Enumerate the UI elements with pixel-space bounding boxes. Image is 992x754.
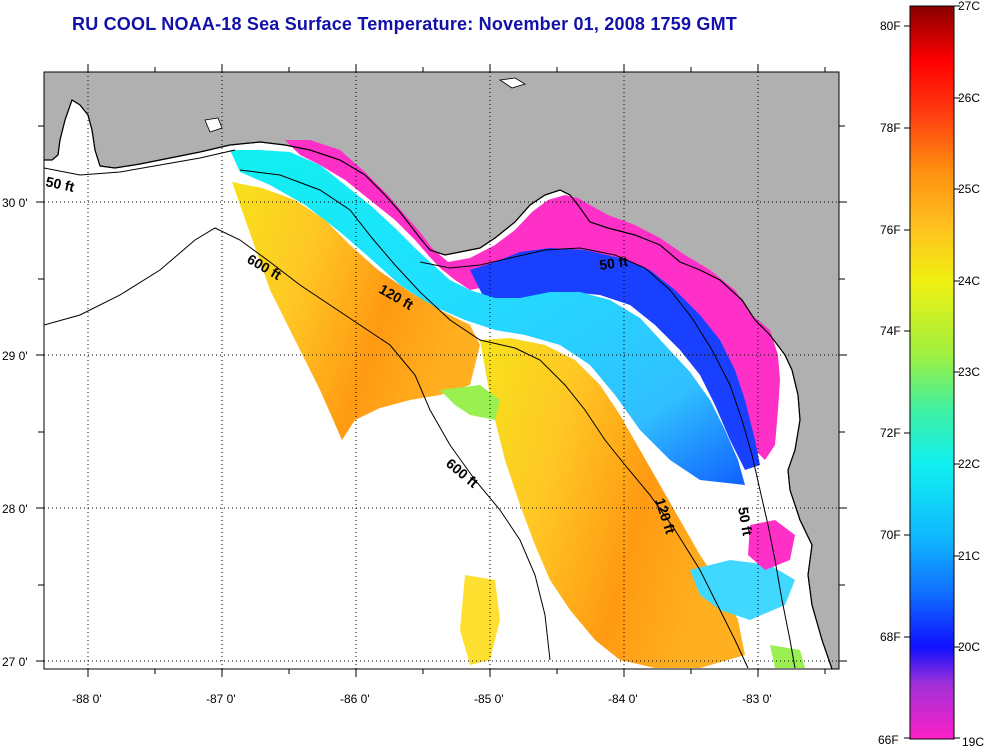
contour-label: 50 ft — [44, 173, 76, 195]
contour-50ft-east — [419, 247, 796, 669]
lon-tick-label: -86 0' — [340, 692, 370, 706]
sst-fringe — [460, 575, 500, 665]
lon-tick-label: -87 0' — [206, 692, 236, 706]
colorbar-c-label: 19C — [962, 735, 984, 749]
colorbar-c-label: 23C — [958, 365, 980, 379]
lat-tick-label: 30 0' — [2, 196, 28, 210]
lat-lon-grid — [44, 72, 839, 669]
sst-cold-band — [285, 140, 780, 460]
colorbar-ticks — [904, 5, 960, 739]
colorbar-c-label: 24C — [958, 274, 980, 288]
colorbar-f-label: 70F — [880, 528, 901, 542]
map-frame — [43, 71, 840, 670]
colorbar-c-label: 26C — [958, 91, 980, 105]
colorbar-f-label: 78F — [880, 121, 901, 135]
lake — [498, 77, 526, 89]
axis-ticks — [36, 64, 847, 677]
lon-tick-label: -85 0' — [474, 692, 504, 706]
colorbar — [909, 5, 955, 740]
sst-blue-band — [470, 248, 760, 470]
lon-tick-label: -84 0' — [608, 692, 638, 706]
colorbar-f-label: 72F — [880, 426, 901, 440]
sst-shelf — [230, 150, 745, 485]
lat-tick-label: 28 0' — [2, 502, 28, 516]
colorbar-f-label: 68F — [880, 630, 901, 644]
map-title: RU COOL NOAA-18 Sea Surface Temperature:… — [72, 14, 737, 34]
contour-600ft-west — [44, 227, 551, 661]
colorbar-c-label: 21C — [958, 549, 980, 563]
lat-tick-label: 27 0' — [2, 655, 28, 669]
lat-tick-label: 29 0' — [2, 349, 28, 363]
sst-fringe — [770, 645, 805, 668]
lon-tick-label: -88 0' — [72, 692, 102, 706]
coastline — [44, 99, 833, 669]
contour-50ft-west — [44, 149, 236, 176]
colorbar-f-label: 66F — [878, 733, 899, 747]
colorbar-f-label: 74F — [880, 324, 901, 338]
sst-warm-main — [480, 338, 745, 668]
colorbar-f-label: 80F — [880, 19, 901, 33]
sst-fringe — [690, 560, 795, 620]
colorbar-c-label: 27C — [958, 0, 980, 13]
colorbar-c-label: 22C — [958, 457, 980, 471]
sst-warm-west — [232, 182, 480, 440]
contour-label: 50 ft — [598, 253, 629, 273]
colorbar-c-label: 25C — [958, 182, 980, 196]
colorbar-f-label: 76F — [880, 223, 901, 237]
contour-120ft — [239, 169, 749, 669]
lon-tick-label: -83 0' — [742, 692, 772, 706]
sst-fringe — [440, 385, 500, 420]
contour-label: 50 ft — [735, 506, 756, 537]
colorbar-c-label: 20C — [958, 640, 980, 654]
